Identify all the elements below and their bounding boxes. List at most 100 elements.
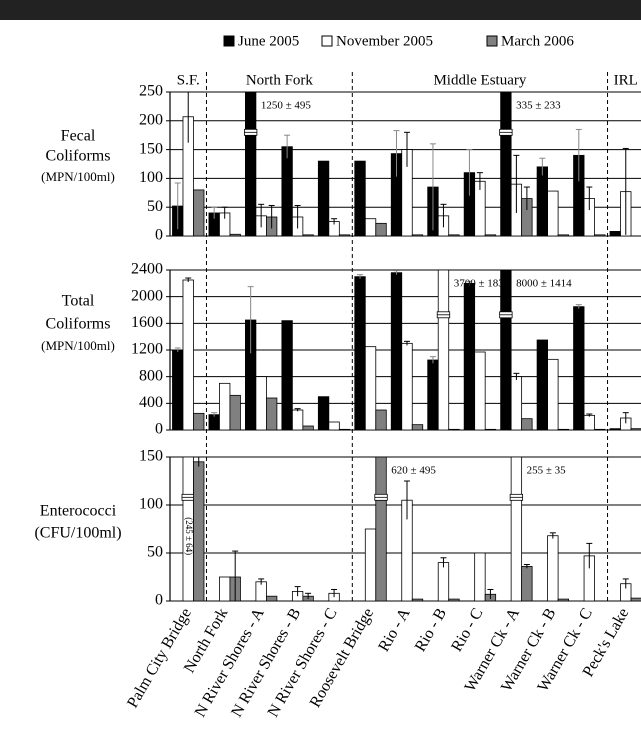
y-axis-label: Fecal [61,128,96,145]
bar [448,598,460,602]
bar [411,598,424,602]
y-tick-label: 800 [139,367,163,384]
bar [411,424,424,431]
bar [547,190,559,237]
bar [521,418,533,431]
bar [500,91,512,237]
bar [229,394,241,431]
bar [448,234,460,237]
bar [500,269,512,431]
legend-label: June 2005 [238,33,299,49]
bar [317,396,330,431]
group-label: North Fork [246,72,314,88]
bar [281,146,293,237]
bar [536,166,548,237]
y-axis-label: Coliforms [46,316,111,333]
y-tick-label: 200 [139,111,163,128]
value-label: 3700 ± 1838 [454,278,510,290]
bar [338,234,351,237]
y-tick-label: 0 [155,421,163,438]
bar [594,428,606,431]
y-tick-label: 250 [139,83,163,100]
bar [594,234,606,237]
group-label: Middle Estuary [433,72,526,88]
bar [484,234,497,237]
bar [375,409,387,431]
bar [401,342,413,431]
bar [291,409,304,431]
y-tick-label: 1200 [131,341,163,358]
x-tick-label: Palm City Bridge [124,605,195,710]
bar [193,412,205,431]
y-tick-label: 100 [139,496,163,513]
bar [609,230,621,237]
y-tick-label: 0 [155,227,163,244]
bar [390,272,403,431]
bar [583,414,595,431]
legend-label: March 2006 [501,33,574,49]
y-tick-label: 150 [139,140,163,157]
y-axis-label: Coliforms [46,148,111,165]
bar [338,428,351,431]
bar [463,282,476,431]
bar [219,576,231,602]
y-axis-label: Enterococci [40,503,117,520]
bar [208,414,220,431]
legend-swatch [223,35,235,47]
bar [573,306,585,431]
y-axis-label: (CFU/100ml) [34,525,121,542]
group-label: S.F. [177,72,200,88]
bar [245,91,257,237]
value-label: 8000 ± 1414 [516,278,572,290]
bar [630,597,641,602]
x-tick-label: Rio - A [375,605,414,655]
bar [411,234,424,237]
y-tick-label: 150 [139,448,163,465]
bar [193,189,205,237]
value-label: 335 ± 233 [516,100,561,112]
legend-label: November 2005 [336,33,433,49]
bar [364,218,377,237]
value-label: 1250 ± 495 [261,100,312,112]
bar [474,351,486,431]
bar [317,160,330,237]
bar [354,276,366,431]
y-tick-label: 400 [139,394,163,411]
bar [521,566,533,602]
bar [229,233,241,237]
bar [302,234,314,237]
bar [484,428,497,431]
bar [630,428,641,431]
y-tick-label: 2400 [131,261,163,278]
x-tick-label: Rio - B [412,605,450,654]
y-tick-label: 100 [139,169,163,186]
bar [302,425,314,431]
bar [328,421,340,431]
y-tick-label: 1600 [131,314,163,331]
bar [193,461,205,602]
x-tick-label: Rio - C [448,605,486,654]
y-tick-label: 50 [147,198,163,215]
legend-swatch [486,35,498,47]
bar [609,428,621,431]
bar [474,552,486,602]
value-label: (245 ± 64) [184,517,194,555]
bar [536,339,548,431]
bar [547,535,559,602]
bar [437,562,450,602]
value-label: 255 ± 35 [527,465,567,477]
y-axis-label: (MPN/100ml) [41,169,115,184]
header-band [0,0,641,20]
bar [266,397,278,431]
bar [364,528,377,602]
y-axis-label: (MPN/100ml) [41,338,115,353]
y-tick-label: 50 [147,544,163,561]
bar [557,234,569,237]
y-tick-label: 2000 [131,287,163,304]
bar [427,359,439,431]
bar [364,346,377,431]
bar [266,595,278,602]
bar [219,382,231,431]
bar [375,222,387,237]
bar [437,269,450,431]
